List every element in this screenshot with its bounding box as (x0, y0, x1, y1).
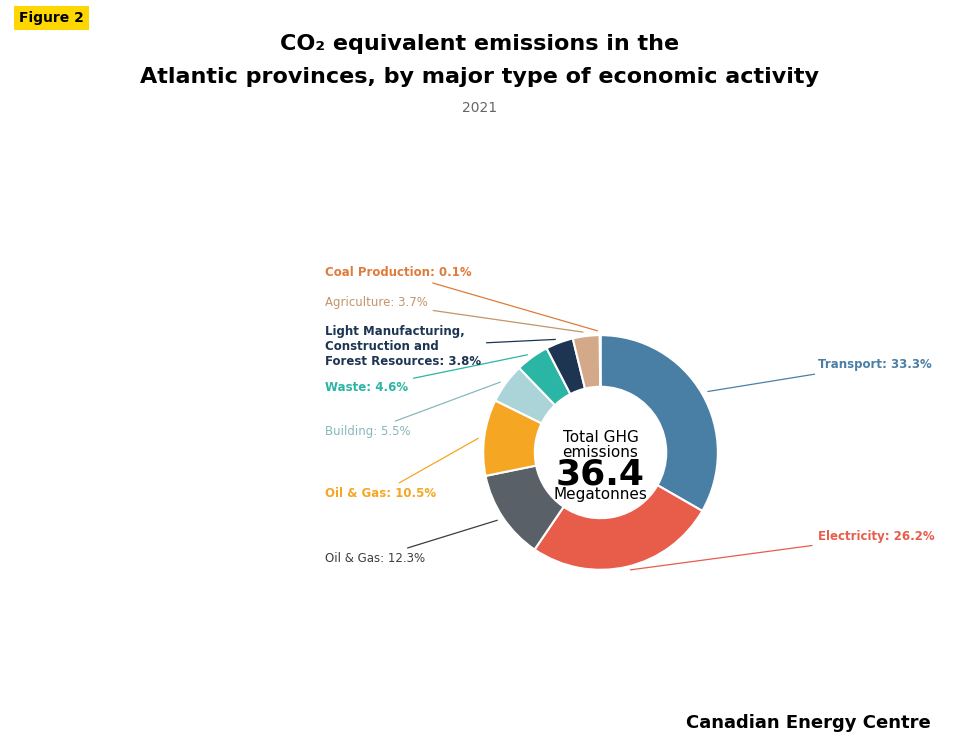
Wedge shape (495, 368, 555, 424)
Wedge shape (535, 486, 703, 570)
Wedge shape (486, 465, 564, 550)
Wedge shape (519, 348, 570, 405)
Text: emissions: emissions (563, 445, 638, 460)
Wedge shape (483, 400, 541, 476)
Text: Electricity: 26.2%: Electricity: 26.2% (631, 530, 934, 570)
Text: Oil & Gas: 10.5%: Oil & Gas: 10.5% (324, 438, 478, 500)
Text: Atlantic provinces, by major type of economic activity: Atlantic provinces, by major type of eco… (140, 67, 820, 87)
Text: Oil & Gas: 12.3%: Oil & Gas: 12.3% (324, 520, 497, 565)
Wedge shape (601, 335, 718, 511)
Text: Building: 5.5%: Building: 5.5% (324, 382, 500, 438)
Text: Total GHG: Total GHG (563, 430, 638, 444)
Text: Transport: 33.3%: Transport: 33.3% (708, 358, 931, 391)
Wedge shape (573, 335, 600, 388)
Text: 2021: 2021 (463, 101, 497, 115)
Text: Megatonnes: Megatonnes (554, 487, 647, 502)
Text: Figure 2: Figure 2 (19, 11, 84, 25)
Text: Agriculture: 3.7%: Agriculture: 3.7% (324, 296, 583, 332)
Text: Waste: 4.6%: Waste: 4.6% (324, 355, 527, 394)
Wedge shape (546, 338, 585, 394)
Text: Coal Production: 0.1%: Coal Production: 0.1% (324, 267, 597, 331)
Text: Canadian Energy Centre: Canadian Energy Centre (686, 714, 931, 732)
Text: 36.4: 36.4 (556, 458, 645, 492)
Text: CO₂ equivalent emissions in the: CO₂ equivalent emissions in the (280, 34, 680, 54)
Text: Light Manufacturing,
Construction and
Forest Resources: 3.8%: Light Manufacturing, Construction and Fo… (324, 326, 556, 368)
